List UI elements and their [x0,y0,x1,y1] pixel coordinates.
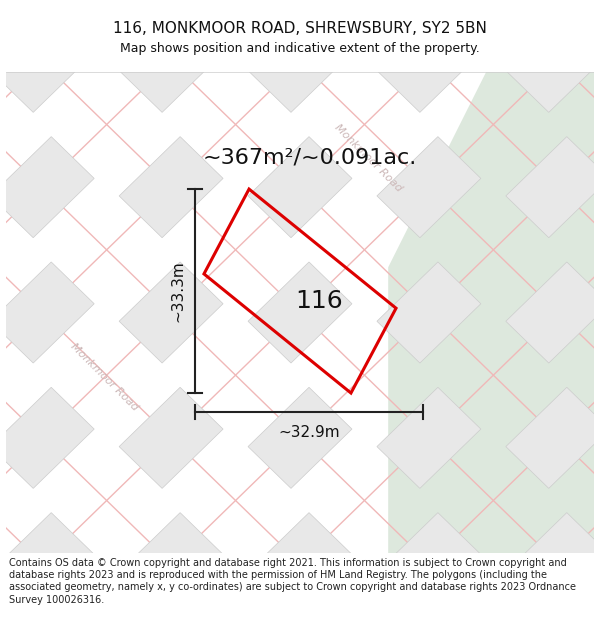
Polygon shape [506,262,600,363]
Text: ~33.3m: ~33.3m [170,260,185,322]
Polygon shape [248,137,352,238]
Polygon shape [119,137,223,238]
Polygon shape [119,11,223,112]
Polygon shape [0,512,94,614]
Polygon shape [248,512,352,614]
Polygon shape [248,388,352,488]
Polygon shape [119,512,223,614]
Polygon shape [0,388,94,488]
Text: ~367m²/~0.091ac.: ~367m²/~0.091ac. [203,148,417,168]
Polygon shape [506,11,600,112]
Text: 116, MONKMOOR ROAD, SHREWSBURY, SY2 5BN: 116, MONKMOOR ROAD, SHREWSBURY, SY2 5BN [113,21,487,36]
Polygon shape [506,137,600,238]
Polygon shape [388,72,594,553]
Polygon shape [0,11,94,112]
Polygon shape [119,388,223,488]
Polygon shape [0,137,94,238]
Text: Monkmoor Road: Monkmoor Road [333,122,404,193]
Text: Contains OS data © Crown copyright and database right 2021. This information is : Contains OS data © Crown copyright and d… [9,558,576,605]
Polygon shape [377,137,481,238]
Polygon shape [119,262,223,363]
Polygon shape [248,262,352,363]
Polygon shape [377,262,481,363]
Text: 116: 116 [296,289,343,312]
Polygon shape [377,11,481,112]
Polygon shape [506,512,600,614]
Text: Map shows position and indicative extent of the property.: Map shows position and indicative extent… [120,42,480,55]
Polygon shape [377,388,481,488]
Polygon shape [0,262,94,363]
Polygon shape [506,388,600,488]
Text: Monkmoor Road: Monkmoor Road [68,341,140,412]
Polygon shape [248,11,352,112]
Text: ~32.9m: ~32.9m [278,426,340,441]
Polygon shape [377,512,481,614]
